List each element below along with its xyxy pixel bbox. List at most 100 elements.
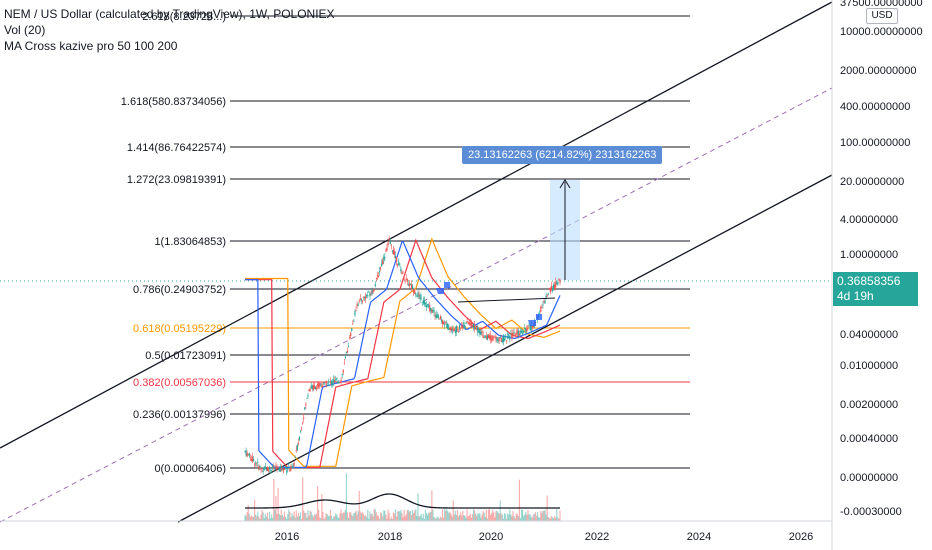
volume-bar bbox=[378, 518, 381, 521]
candle-body bbox=[339, 382, 341, 384]
candle-body bbox=[290, 465, 292, 471]
candle-body bbox=[250, 459, 253, 461]
candle-body bbox=[394, 255, 397, 259]
volume-bar bbox=[265, 516, 267, 521]
volume-bar bbox=[377, 515, 380, 521]
volume-bar bbox=[388, 513, 390, 521]
price-axis-label: 0.00040000 bbox=[840, 433, 899, 445]
candle-body bbox=[424, 303, 427, 305]
channel-middle-line[interactable] bbox=[0, 87, 833, 523]
volume-bar bbox=[339, 513, 341, 521]
candle-body bbox=[343, 362, 345, 364]
ma-cross-marker-2 bbox=[528, 314, 542, 326]
volume-bar bbox=[321, 494, 323, 521]
candle-body bbox=[526, 328, 528, 332]
time-axis[interactable]: 2016 2018 2020 2022 2024 2026 bbox=[275, 531, 813, 543]
candle-body bbox=[482, 335, 484, 338]
volume-bar bbox=[439, 516, 442, 521]
volume-bar bbox=[434, 517, 436, 521]
candle-body bbox=[384, 257, 386, 258]
candle-body bbox=[319, 383, 321, 386]
volume-bar bbox=[473, 510, 476, 521]
volume-bar bbox=[541, 513, 543, 521]
candle-body bbox=[297, 442, 299, 444]
candle-body bbox=[454, 330, 456, 333]
volume-bar bbox=[493, 512, 495, 521]
volume-bar bbox=[386, 518, 388, 521]
volume-bar bbox=[360, 513, 362, 521]
parallel-channel[interactable] bbox=[0, 1, 833, 523]
fib-level-label: 0.618(0.05195229) bbox=[133, 323, 226, 335]
candle-body bbox=[371, 289, 373, 295]
volume-bar bbox=[545, 514, 547, 521]
volume-bar bbox=[422, 513, 424, 521]
candle-body bbox=[504, 336, 507, 338]
candle-body bbox=[469, 322, 471, 325]
candle-body bbox=[455, 326, 458, 333]
candle-body bbox=[402, 271, 404, 273]
volume-bar bbox=[259, 518, 261, 521]
candle-body bbox=[273, 467, 275, 469]
candle-body bbox=[344, 357, 346, 359]
candle-body bbox=[365, 296, 367, 300]
price-axis[interactable]: 37500.00000000 10000.00000000 2000.0000000… bbox=[832, 0, 932, 550]
candle-body bbox=[479, 330, 481, 335]
candle-body bbox=[500, 338, 502, 342]
volume-bar bbox=[347, 517, 350, 521]
channel-upper-line[interactable] bbox=[0, 1, 833, 449]
volume-bar bbox=[372, 516, 374, 521]
candle-body bbox=[400, 268, 402, 272]
ma-indicator-label[interactable]: MA Cross kazive pro 50 100 200 bbox=[4, 39, 178, 53]
candle-body bbox=[499, 336, 501, 339]
candle-body bbox=[363, 297, 366, 299]
candle-body bbox=[276, 467, 278, 470]
candle-body bbox=[530, 325, 532, 331]
candle-body bbox=[558, 279, 560, 281]
volume-bar bbox=[358, 490, 360, 521]
candle-body bbox=[540, 306, 542, 312]
candle-body bbox=[341, 374, 343, 375]
volume-bar bbox=[365, 514, 367, 521]
candle-body bbox=[281, 466, 283, 470]
candle-body bbox=[547, 293, 549, 295]
volume-bar bbox=[429, 512, 431, 521]
volume-bar bbox=[508, 514, 510, 521]
candle-body bbox=[280, 467, 282, 471]
candle-body bbox=[318, 383, 320, 388]
symbol-title[interactable]: NEM / US Dollar (calculated by TradingVi… bbox=[4, 7, 335, 21]
volume-bar bbox=[371, 513, 373, 521]
candle-body bbox=[486, 335, 488, 341]
fib-level-label: 0.786(0.24903752) bbox=[133, 284, 226, 296]
candle-body bbox=[383, 256, 385, 261]
candle-body bbox=[334, 380, 336, 382]
candle-body bbox=[512, 332, 514, 336]
candle-body bbox=[282, 468, 285, 472]
candle-body bbox=[409, 283, 412, 285]
fibonacci-retracement[interactable]: 2.618(8.23728...) 1.618(580.83734056) 1.41… bbox=[121, 11, 690, 475]
volume-bar bbox=[290, 517, 292, 521]
candle-body bbox=[510, 333, 512, 335]
volume-bar bbox=[444, 509, 446, 521]
trend-line[interactable] bbox=[457, 297, 556, 303]
currency-button[interactable]: USD bbox=[866, 8, 898, 24]
volume-bar bbox=[532, 514, 534, 521]
volume-bar bbox=[413, 513, 415, 521]
volume-bar bbox=[463, 515, 465, 521]
candle-body bbox=[513, 332, 515, 333]
volume-bar bbox=[425, 512, 428, 521]
channel-lower-line[interactable] bbox=[177, 174, 833, 523]
volume-bar bbox=[536, 511, 539, 521]
volume-bar bbox=[472, 509, 475, 521]
volume-bar bbox=[328, 515, 330, 521]
candle-body bbox=[311, 385, 313, 390]
volume-bar bbox=[317, 486, 319, 521]
candle-body bbox=[309, 389, 311, 391]
candle-body bbox=[524, 328, 526, 330]
candle-body bbox=[374, 284, 376, 287]
volume-bar bbox=[340, 509, 342, 521]
volume-bar bbox=[478, 513, 480, 521]
fib-level-label: 0.236(0.00137996) bbox=[133, 409, 226, 421]
volume-indicator-label[interactable]: Vol (20) bbox=[4, 23, 46, 37]
fib-level-label: 2.618(8.23728...) bbox=[142, 11, 226, 23]
